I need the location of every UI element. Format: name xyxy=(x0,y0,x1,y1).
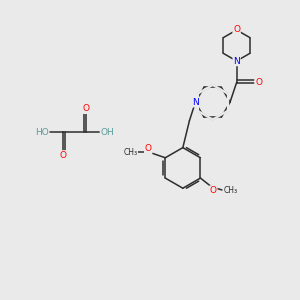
Text: O: O xyxy=(210,186,217,195)
Text: CH₃: CH₃ xyxy=(123,148,137,157)
Text: O: O xyxy=(82,104,89,113)
Text: N: N xyxy=(192,98,199,107)
Text: O: O xyxy=(60,151,67,160)
Text: O: O xyxy=(145,144,152,153)
Text: CH₃: CH₃ xyxy=(223,185,237,194)
Text: OH: OH xyxy=(100,128,114,136)
Text: N: N xyxy=(233,56,240,65)
Text: HO: HO xyxy=(35,128,49,136)
Text: O: O xyxy=(255,78,262,87)
Text: O: O xyxy=(233,26,240,34)
